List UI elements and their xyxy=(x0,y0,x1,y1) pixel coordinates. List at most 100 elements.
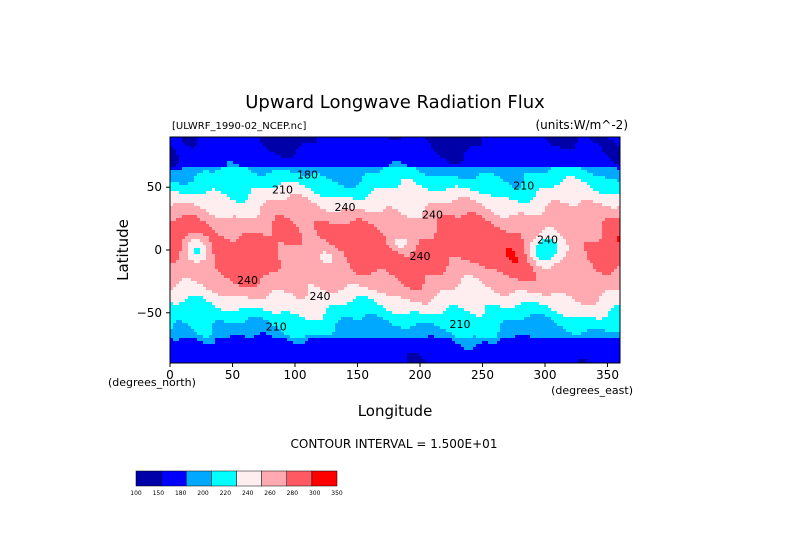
field-cell xyxy=(230,227,234,231)
field-cell xyxy=(365,143,369,147)
field-cell xyxy=(584,161,588,165)
field-cell xyxy=(563,179,567,183)
field-cell xyxy=(404,218,408,222)
field-cell xyxy=(227,224,231,228)
field-cell xyxy=(263,155,267,159)
field-cell xyxy=(248,149,252,153)
field-cell xyxy=(293,185,297,189)
field-cell xyxy=(551,191,555,195)
field-cell xyxy=(311,152,315,156)
field-cell xyxy=(542,200,546,204)
field-cell xyxy=(563,167,567,171)
field-cell xyxy=(539,188,543,192)
field-cell xyxy=(176,167,180,171)
field-cell xyxy=(455,161,459,165)
field-cell xyxy=(482,233,486,237)
field-cell xyxy=(569,212,573,216)
field-cell xyxy=(242,152,246,156)
field-cell xyxy=(566,197,570,201)
field-cell xyxy=(452,215,456,219)
field-cell xyxy=(362,185,366,189)
field-cell xyxy=(422,191,426,195)
field-cell xyxy=(404,203,408,207)
field-cell xyxy=(563,197,567,201)
field-cell xyxy=(245,176,249,180)
field-cell xyxy=(317,167,321,171)
field-cell xyxy=(581,149,585,153)
field-cell xyxy=(554,230,558,234)
field-cell xyxy=(356,158,360,162)
field-cell xyxy=(263,236,267,240)
field-cell xyxy=(338,191,342,195)
field-cell xyxy=(521,218,525,222)
field-cell xyxy=(422,164,426,168)
field-cell xyxy=(560,182,564,186)
field-cell xyxy=(293,227,297,231)
field-cell xyxy=(224,137,228,141)
field-cell xyxy=(191,143,195,147)
field-cell xyxy=(608,185,612,189)
field-cell xyxy=(563,161,567,165)
field-cell xyxy=(545,206,549,210)
field-cell xyxy=(263,179,267,183)
field-cell xyxy=(533,188,537,192)
field-cell xyxy=(356,206,360,210)
field-cell xyxy=(242,200,246,204)
field-cell xyxy=(539,230,543,234)
field-cell xyxy=(596,200,600,204)
field-cell xyxy=(515,140,519,144)
field-cell xyxy=(434,215,438,219)
field-cell xyxy=(473,188,477,192)
field-cell xyxy=(269,173,273,177)
field-cell xyxy=(509,230,513,234)
field-cell xyxy=(296,161,300,165)
field-cell xyxy=(290,179,294,183)
field-cell xyxy=(350,137,354,141)
field-cell xyxy=(203,137,207,141)
field-cell xyxy=(506,212,510,216)
field-cell xyxy=(500,164,504,168)
field-cell xyxy=(416,224,420,228)
field-cell xyxy=(191,161,195,165)
field-cell xyxy=(308,200,312,204)
field-cell xyxy=(539,176,543,180)
field-cell xyxy=(365,179,369,183)
field-cell xyxy=(443,149,447,153)
field-cell xyxy=(593,185,597,189)
field-cell xyxy=(611,182,615,186)
field-cell xyxy=(482,221,486,225)
field-cell xyxy=(239,224,243,228)
field-cell xyxy=(272,203,276,207)
field-cell xyxy=(608,224,612,228)
field-cell xyxy=(611,194,615,198)
field-cell xyxy=(239,203,243,207)
field-cell xyxy=(590,206,594,210)
field-cell xyxy=(416,182,420,186)
field-cell xyxy=(416,209,420,213)
field-cell xyxy=(464,185,468,189)
field-cell xyxy=(539,146,543,150)
field-cell xyxy=(518,137,522,141)
field-cell xyxy=(410,224,414,228)
field-cell xyxy=(245,146,249,150)
field-cell xyxy=(605,203,609,207)
field-cell xyxy=(302,170,306,174)
field-cell xyxy=(608,221,612,225)
field-cell xyxy=(269,191,273,195)
field-cell xyxy=(617,206,620,210)
field-cell xyxy=(479,179,483,183)
field-cell xyxy=(191,152,195,156)
field-cell xyxy=(236,191,240,195)
field-cell xyxy=(422,209,426,213)
field-cell xyxy=(413,155,417,159)
field-cell xyxy=(401,230,405,234)
field-cell xyxy=(299,170,303,174)
field-cell xyxy=(602,218,606,222)
field-cell xyxy=(227,191,231,195)
field-cell xyxy=(497,140,501,144)
field-cell xyxy=(284,179,288,183)
field-cell xyxy=(302,227,306,231)
field-cell xyxy=(275,146,279,150)
field-cell xyxy=(356,233,360,237)
field-cell xyxy=(377,188,381,192)
